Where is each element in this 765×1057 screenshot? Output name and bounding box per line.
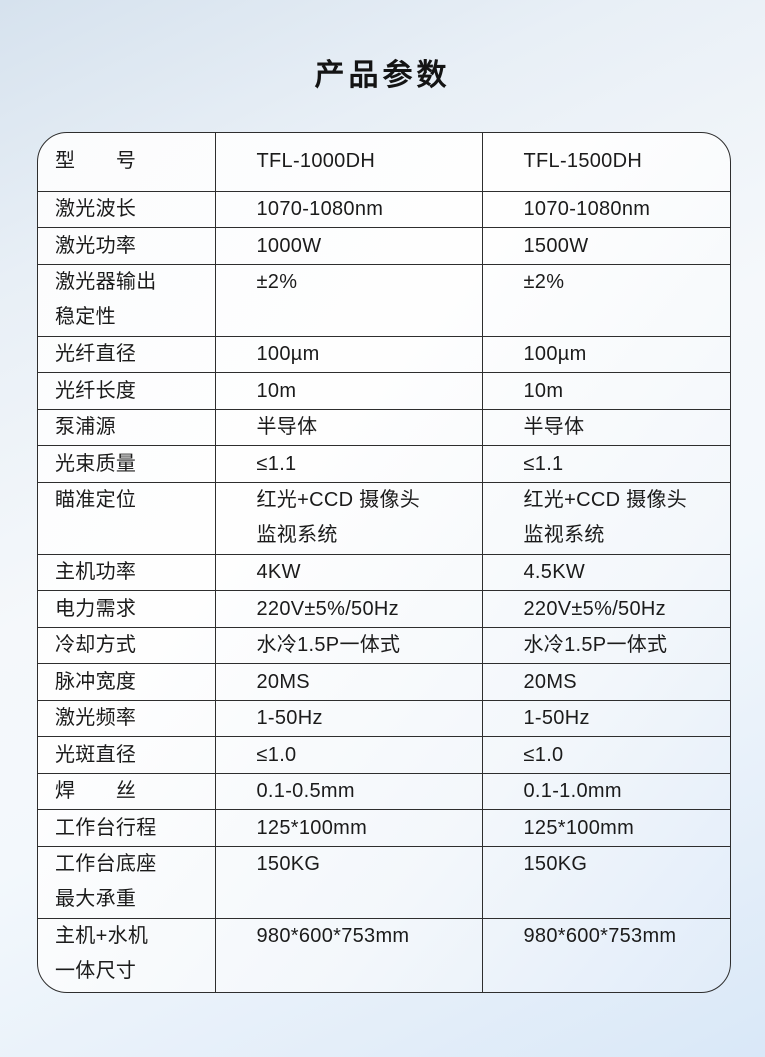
value-tfl-1500dh: 水冷1.5P一体式 [481,626,730,664]
value-tfl-1000dh: 1070-1080nm [214,190,482,228]
value-tfl-1000dh: 水冷1.5P一体式 [214,626,482,664]
value-tfl-1500dh: 220V±5%/50Hz [481,590,730,627]
row-power-requirement: 电力需求 220V±5%/50Hz 220V±5%/50Hz [38,590,730,627]
header-model-label: 型 号 [55,150,137,173]
row-beam-quality: 光束质量 ≤1.1 ≤1.1 [38,445,730,482]
row-laser-output-stability: 激光器输出 稳定性 ±2% ±2% [38,263,730,336]
page-title: 产品参数 [314,59,451,92]
value-tfl-1500dh: 半导体 [481,408,730,446]
value-tfl-1500dh: 125*100mm [481,809,730,846]
row-pump-source: 泵浦源 半导体 半导体 [38,408,730,446]
param-label: 光纤直径 [38,335,215,373]
value-tfl-1500dh: ≤1.1 [481,445,730,482]
value-tfl-1000dh: ±2% [214,263,482,336]
param-label: 主机功率 [38,553,215,591]
param-label: 电力需求 [38,590,215,627]
row-worktable-travel: 工作台行程 125*100mm 125*100mm [38,809,730,846]
param-label: 焊 丝 [38,772,215,810]
param-label: 工作台行程 [38,809,215,846]
param-label: 光斑直径 [38,736,215,773]
value-tfl-1000dh: 20MS [214,663,482,700]
value-tfl-1000dh: ≤1.1 [214,445,482,482]
value-tfl-1000dh: 10m [214,372,482,409]
row-machine-water-unit-dimensions: 主机+水机 一体尺寸 980*600*753mm 980*600*753mm [38,917,730,992]
row-cooling-method: 冷却方式 水冷1.5P一体式 水冷1.5P一体式 [38,626,730,664]
row-laser-frequency: 激光频率 1-50Hz 1-50Hz [38,699,730,737]
table-header-row: 型 号 TFL-1000DH TFL-1500DH [38,133,730,191]
param-label: 激光频率 [38,699,215,737]
row-worktable-base-max-load: 工作台底座 最大承重 150KG 150KG [38,845,730,918]
param-label: 光纤长度 [38,372,215,409]
value-tfl-1500dh: 红光+CCD 摄像头 监视系统 [481,481,730,554]
row-fiber-diameter: 光纤直径 100µm 100µm [38,335,730,373]
value-tfl-1000dh: 150KG [214,845,482,918]
value-tfl-1500dh: 4.5KW [481,553,730,591]
value-tfl-1500dh: ≤1.0 [481,736,730,773]
value-tfl-1000dh: 220V±5%/50Hz [214,590,482,627]
row-welding-wire: 焊 丝 0.1-0.5mm 0.1-1.0mm [38,772,730,810]
row-pulse-width: 脉冲宽度 20MS 20MS [38,663,730,700]
value-tfl-1500dh: ±2% [481,263,730,336]
value-tfl-1500dh: 100µm [481,335,730,373]
value-tfl-1000dh: 半导体 [214,408,482,446]
row-spot-diameter: 光斑直径 ≤1.0 ≤1.0 [38,736,730,773]
param-label: 冷却方式 [38,626,215,664]
param-label: 主机+水机 一体尺寸 [38,917,215,992]
value-tfl-1000dh: 4KW [214,553,482,591]
row-host-power: 主机功率 4KW 4.5KW [38,553,730,591]
param-label: 光束质量 [38,445,215,482]
value-tfl-1000dh: 0.1-0.5mm [214,772,482,810]
param-label: 脉冲宽度 [38,663,215,700]
param-label: 泵浦源 [38,408,215,446]
spec-table: 型 号 TFL-1000DH TFL-1500DH 激光波长 1070-1080… [38,133,730,992]
value-tfl-1500dh: 1-50Hz [481,699,730,737]
param-label: 激光功率 [38,227,215,264]
param-label: 激光器输出 稳定性 [38,263,215,336]
row-laser-wavelength: 激光波长 1070-1080nm 1070-1080nm [38,190,730,228]
header-model-tfl-1500dh: TFL-1500DH [481,133,730,191]
value-tfl-1500dh: 1070-1080nm [481,190,730,228]
value-tfl-1000dh: 100µm [214,335,482,373]
header-model-tfl-1000dh: TFL-1000DH [214,133,482,191]
value-tfl-1000dh: 1-50Hz [214,699,482,737]
row-aiming-positioning: 瞄准定位 红光+CCD 摄像头 监视系统 红光+CCD 摄像头 监视系统 [38,481,730,554]
row-laser-power: 激光功率 1000W 1500W [38,227,730,264]
value-tfl-1500dh: 150KG [481,845,730,918]
value-tfl-1000dh: ≤1.0 [214,736,482,773]
param-label: 工作台底座 最大承重 [38,845,215,918]
param-label: 瞄准定位 [38,481,215,554]
spec-table-card: 型 号 TFL-1000DH TFL-1500DH 激光波长 1070-1080… [37,132,731,993]
param-label: 激光波长 [38,190,215,228]
value-tfl-1500dh: 980*600*753mm [481,917,730,992]
value-tfl-1000dh: 980*600*753mm [214,917,482,992]
value-tfl-1000dh: 1000W [214,227,482,264]
value-tfl-1500dh: 1500W [481,227,730,264]
value-tfl-1000dh: 红光+CCD 摄像头 监视系统 [214,481,482,554]
row-fiber-length: 光纤长度 10m 10m [38,372,730,409]
value-tfl-1500dh: 0.1-1.0mm [481,772,730,810]
value-tfl-1000dh: 125*100mm [214,809,482,846]
value-tfl-1500dh: 10m [481,372,730,409]
value-tfl-1500dh: 20MS [481,663,730,700]
